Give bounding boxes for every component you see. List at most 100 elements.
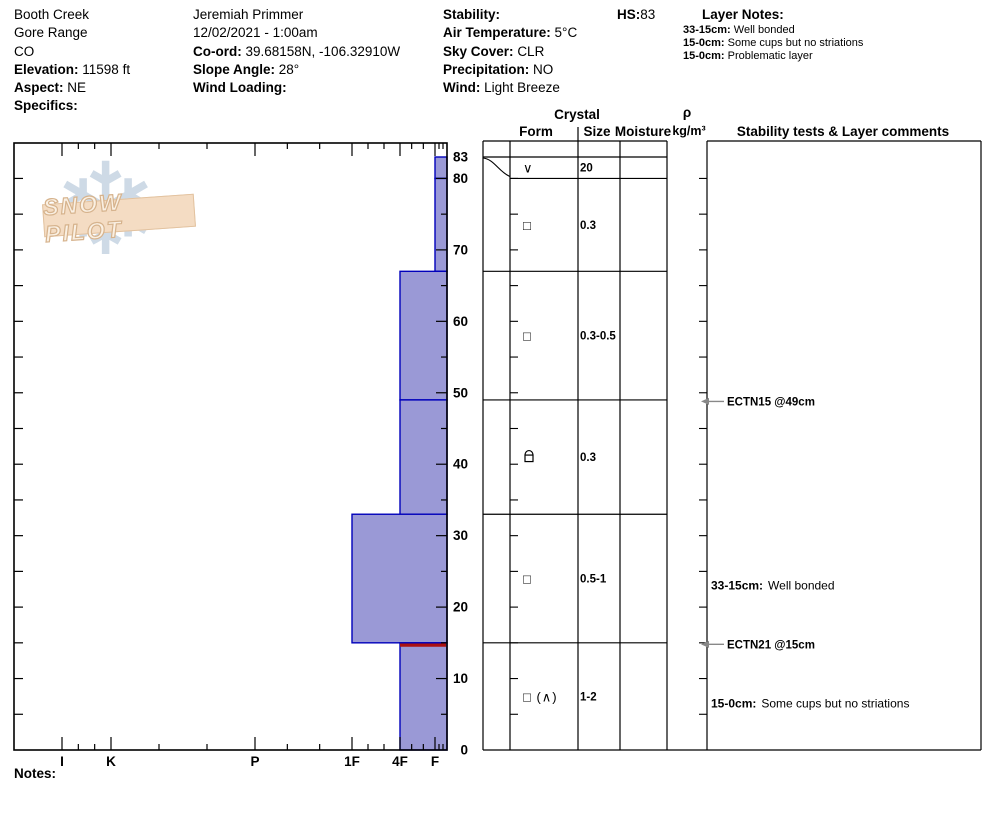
grain-size-value: 0.3 [580,220,596,232]
grain-size-value: 0.5-1 [580,574,607,586]
snow-layer-bar [434,156,448,180]
stability-row: Stability: [443,6,577,24]
location-block: Booth Creek Gore Range CO Elevation: 115… [14,6,130,116]
wind-loading-label: Wind Loading: [193,80,287,96]
air-temp-row: Air Temperature: 5°C [443,24,577,42]
air-temp-label: Air Temperature: [443,25,551,41]
layer-note-text: Well bonded [733,24,795,36]
aspect-label: Aspect: [14,80,64,96]
depth-label: 83 [453,150,469,165]
layer-comment: 33-15cm: Well bonded [711,579,835,593]
depth-label: 10 [453,671,468,686]
stability-test-label: ECTN15 @49cm [727,396,815,408]
wind-loading-row: Wind Loading: [193,79,400,97]
snow-layer-bar [399,270,448,401]
grain-size-value: 0.3 [580,452,596,464]
hs-block: HS:83 [617,6,655,24]
hardness-label: P [250,754,259,769]
hs-value: 83 [640,7,656,22]
aspect-row: Aspect: NE [14,79,130,97]
wind-row: Wind: Light Breeze [443,79,577,97]
depth-label: 80 [453,171,468,186]
state-name: CO [14,43,35,59]
specifics-row: Specifics: [14,97,130,115]
snow-layer-bar [399,642,448,751]
coord-label: Co-ord: [193,43,242,59]
density-unit-header: kg/m³ [672,124,705,138]
layer-note-item: 15-0cm: Some cups but no striations [683,37,863,50]
square-dome-icon [524,449,534,456]
form-column-header: Form [519,124,553,139]
form-symbol: □ (∧) [523,689,558,704]
slope-angle-value: 28° [278,61,300,77]
slope-angle-row: Slope Angle: 28° [193,61,400,79]
depth-label: 40 [453,457,468,472]
stability-test-label: ECTN21 @15cm [727,639,815,651]
comments-column-header: Stability tests & Layer comments [737,124,949,139]
wind-value: Light Breeze [484,80,560,96]
elevation-label: Elevation: [14,61,79,77]
plot-border [13,142,448,751]
test-arrow-icon [701,640,709,648]
aspect-value: NE [67,80,87,96]
crystal-column-header: Crystal [554,107,600,122]
observer-block: Jeremiah Primmer 12/02/2021 - 1:00am Co-… [193,6,400,97]
grain-size-value: 1-2 [580,691,597,703]
layer-note-range: 15-0cm: [683,50,725,62]
snow-layer-bar [434,177,448,273]
notes-label: Notes: [14,766,57,781]
square-dome-icon [524,454,534,463]
elevation-value: 11598 ft [82,61,131,77]
form-symbol: □ [523,329,532,344]
test-arrow-icon [701,397,709,405]
site-name: Booth Creek [14,7,90,22]
conditions-block: Stability: Air Temperature: 5°C Sky Cove… [443,6,577,97]
sky-cover-label: Sky Cover: [443,43,514,59]
depth-label: 0 [460,743,468,758]
slope-angle-label: Slope Angle: [193,61,276,77]
density-column-header: ρ [683,105,691,120]
grain-size-value: 20 [580,163,593,175]
layer-comment: 15-0cm: Some cups but no striations [711,697,909,711]
form-symbol: □ [523,218,532,233]
snow-layer-bar [351,513,448,644]
range-name: Gore Range [14,25,88,41]
moisture-column-header: Moisture [615,124,672,139]
precip-value: NO [533,61,554,77]
depth-label: 70 [453,242,468,257]
hs-label: HS: [617,7,641,22]
depth-label: 30 [453,528,468,543]
depth-label: 20 [453,600,468,615]
stability-label: Stability: [443,7,501,22]
form-symbol: ∨ [523,161,534,176]
snow-layer-bar [399,399,448,515]
grain-size-value: 0.3-0.5 [580,331,616,343]
wind-label: Wind: [443,80,481,96]
air-temp-value: 5°C [554,25,578,41]
precip-label: Precipitation: [443,61,530,77]
coord-value: 39.68158N, -106.32910W [245,43,401,59]
layer-notes-title: Layer Notes: [702,7,784,22]
hardness-label: F [431,754,439,769]
sky-cover-row: Sky Cover: CLR [443,43,577,61]
layer-note-text: Some cups but no striations [727,37,864,49]
hardness-label: 4F [392,754,408,769]
form-symbol: □ [523,572,532,587]
coord-row: Co-ord: 39.68158N, -106.32910W [193,43,400,61]
layer-notes-list: 33-15cm: Well bonded 15-0cm: Some cups b… [683,24,863,63]
elevation-row: Elevation: 11598 ft [14,61,130,79]
size-column-header: Size [583,124,611,139]
pit-datetime: 12/02/2021 - 1:00am [193,25,318,41]
precip-row: Precipitation: NO [443,61,577,79]
sky-cover-value: CLR [517,43,545,59]
layer-note-range: 15-0cm: [683,37,725,49]
specifics-label: Specifics: [14,98,78,114]
hardness-label: K [106,754,116,769]
layer-note-range: 33-15cm: [683,24,731,36]
hardness-label: 1F [344,754,360,769]
hardness-label: I [60,754,64,769]
layer-note-item: 33-15cm: Well bonded [683,24,863,37]
depth-label: 60 [453,314,468,329]
layer-note-text: Problematic layer [727,50,813,62]
